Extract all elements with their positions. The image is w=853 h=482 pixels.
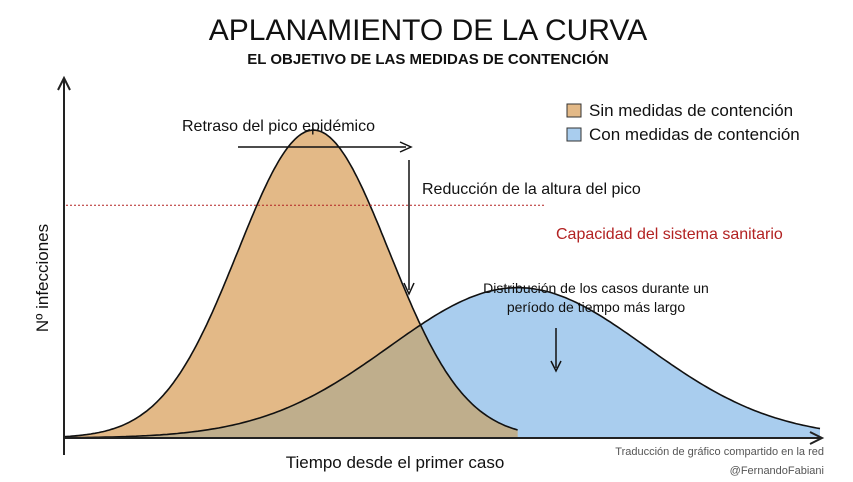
annotation-delay: Retraso del pico epidémico <box>182 118 375 135</box>
chart-title: APLANAMIENTO DE LA CURVA <box>209 14 647 47</box>
reduction-arrowhead <box>403 282 415 296</box>
legend-swatch-con-medidas <box>566 127 582 142</box>
series-area-con-medidas <box>64 287 820 438</box>
series-line-sin-medidas <box>63 129 518 438</box>
legend: Sin medidas de contención Con medidas de… <box>566 101 800 144</box>
distribution-arrowhead <box>550 360 562 373</box>
x-axis-arrowhead <box>809 431 825 445</box>
y-axis-title: Nº infecciones <box>33 224 52 332</box>
x-axis-title: Tiempo desde el primer caso <box>286 453 505 472</box>
delay-arrowhead <box>399 141 413 153</box>
series-overlap-area <box>64 325 518 438</box>
credit-author: @FernandoFabiani <box>730 465 824 477</box>
axes <box>57 75 825 455</box>
legend-label-con-medidas: Con medidas de contención <box>589 125 800 144</box>
chart-subtitle: EL OBJETIVO DE LAS MEDIDAS DE CONTENCIÓN <box>247 50 608 68</box>
annotation-reduction: Reducción de la altura del pico <box>422 181 641 198</box>
capacity-label: Capacidad del sistema sanitario <box>556 226 783 243</box>
curve-areas <box>63 129 821 439</box>
annotation-distribution-line2: período de tiempo más largo <box>507 299 685 315</box>
credit-translation: Traducción de gráfico compartido en la r… <box>615 446 824 458</box>
y-axis-arrowhead <box>57 75 71 91</box>
legend-swatch-sin-medidas <box>566 103 582 118</box>
legend-label-sin-medidas: Sin medidas de contención <box>589 101 793 120</box>
annotation-distribution-line1: Distribución de los casos durante un <box>483 280 709 296</box>
series-line-con-medidas <box>64 286 821 439</box>
